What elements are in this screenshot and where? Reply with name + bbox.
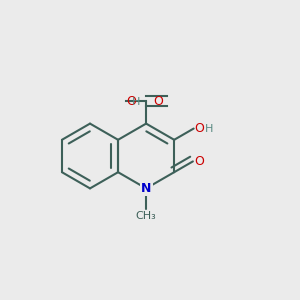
Text: O: O (194, 122, 204, 135)
Text: O: O (126, 94, 136, 108)
Text: H: H (132, 97, 141, 106)
Text: O: O (154, 94, 164, 108)
Text: CH₃: CH₃ (136, 211, 157, 221)
Text: H: H (205, 124, 213, 134)
Text: N: N (141, 182, 151, 195)
Text: O: O (194, 155, 204, 168)
